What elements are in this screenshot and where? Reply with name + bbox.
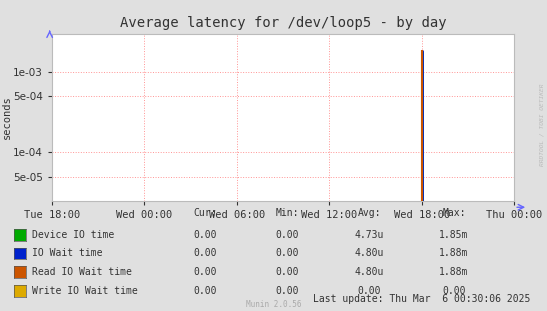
Text: Munin 2.0.56: Munin 2.0.56 [246,299,301,309]
Text: 0.00: 0.00 [276,286,299,296]
Text: 4.73u: 4.73u [354,230,384,240]
Text: 0.00: 0.00 [276,248,299,258]
Text: 1.88m: 1.88m [439,248,469,258]
Text: 1.88m: 1.88m [439,267,469,277]
Text: Max:: Max: [443,208,465,218]
Text: 0.00: 0.00 [194,286,217,296]
Text: Last update: Thu Mar  6 00:30:06 2025: Last update: Thu Mar 6 00:30:06 2025 [313,294,531,304]
Text: 0.00: 0.00 [276,267,299,277]
Text: RRDTOOL / TOBI OETIKER: RRDTOOL / TOBI OETIKER [539,83,544,166]
Text: 4.80u: 4.80u [354,248,384,258]
Text: 0.00: 0.00 [443,286,465,296]
Text: 1.85m: 1.85m [439,230,469,240]
Text: Device IO time: Device IO time [32,230,114,240]
Text: IO Wait time: IO Wait time [32,248,102,258]
Text: Write IO Wait time: Write IO Wait time [32,286,137,296]
Text: Avg:: Avg: [358,208,381,218]
Title: Average latency for /dev/loop5 - by day: Average latency for /dev/loop5 - by day [120,16,446,30]
Text: 0.00: 0.00 [194,267,217,277]
Text: 0.00: 0.00 [194,230,217,240]
Text: Cur:: Cur: [194,208,217,218]
Text: 0.00: 0.00 [358,286,381,296]
Y-axis label: seconds: seconds [2,95,11,139]
Text: 0.00: 0.00 [194,248,217,258]
Text: 0.00: 0.00 [276,230,299,240]
Text: Min:: Min: [276,208,299,218]
Text: 4.80u: 4.80u [354,267,384,277]
Text: Read IO Wait time: Read IO Wait time [32,267,132,277]
